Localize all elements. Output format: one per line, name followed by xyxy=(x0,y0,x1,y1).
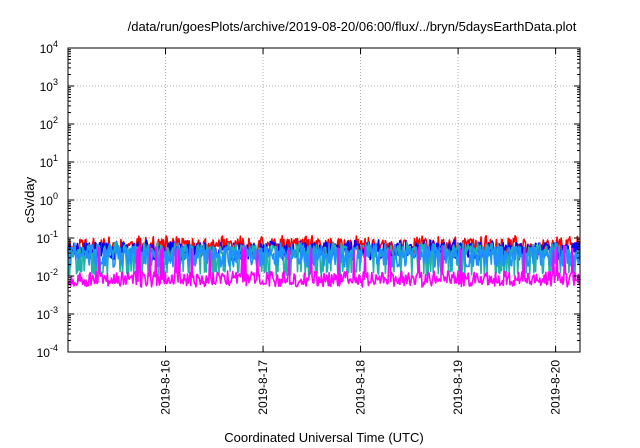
y-tick-label: 100 xyxy=(40,191,58,208)
chart-title: /data/run/goesPlots/archive/2019-08-20/0… xyxy=(128,19,577,34)
x-axis: 2019-8-16 2019-8-17 2019-8-18 2019-8-19 2019… xyxy=(159,48,563,415)
y-tick-label: 101 xyxy=(40,153,58,170)
y-tick-label: 10-1 xyxy=(37,229,58,246)
y-tick-label: 102 xyxy=(40,115,58,132)
y-tick-label: 10-3 xyxy=(37,305,58,322)
x-axis-label: Coordinated Universal Time (UTC) xyxy=(224,430,423,445)
series-line xyxy=(67,244,581,288)
y-tick-label: 10-4 xyxy=(37,343,58,360)
x-tick-label: 2019-8-19 xyxy=(451,360,465,415)
y-axis-label: cSv/day xyxy=(22,176,37,223)
y-tick-label: 10-2 xyxy=(37,267,58,284)
x-tick-label: 2019-8-18 xyxy=(354,360,368,415)
y-axis: 10-4 10-3 10-2 10-1 100 101 102 103 104 xyxy=(37,39,580,360)
x-tick-label: 2019-8-16 xyxy=(159,360,173,415)
x-tick-label: 2019-8-17 xyxy=(256,360,270,415)
series-line xyxy=(67,242,581,269)
grid-lines xyxy=(68,48,580,352)
y-tick-label: 104 xyxy=(40,39,58,56)
y-tick-label: 103 xyxy=(40,77,58,94)
x-tick-label: 2019-8-20 xyxy=(549,360,563,415)
series-layer xyxy=(67,234,581,288)
